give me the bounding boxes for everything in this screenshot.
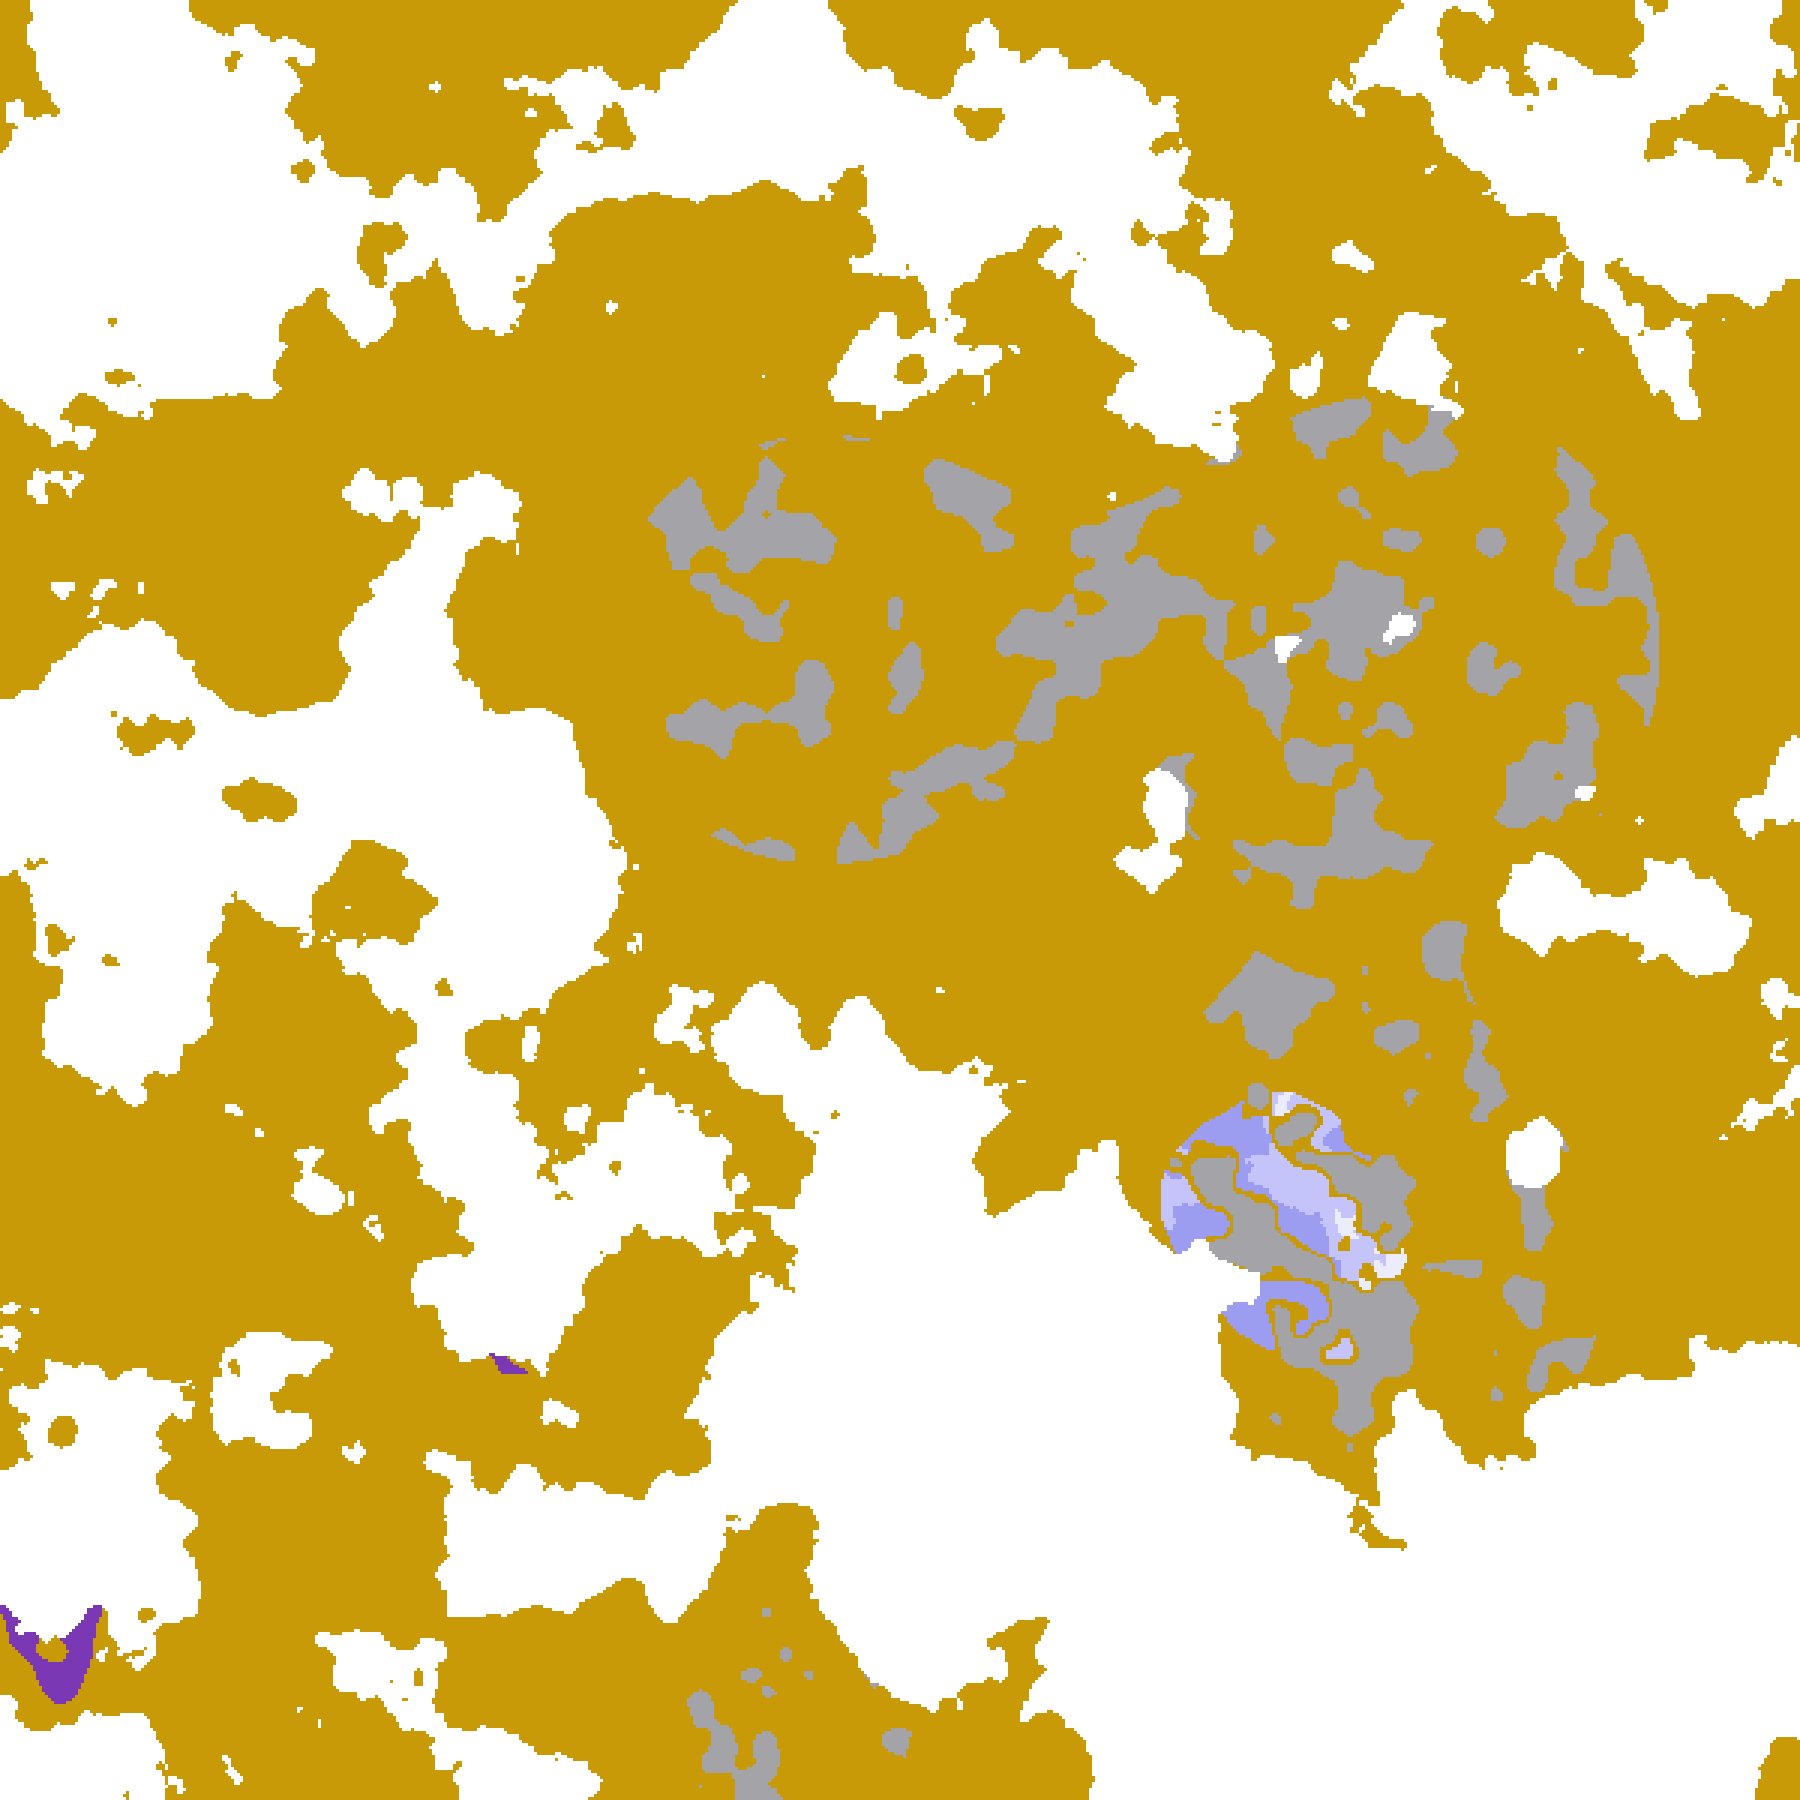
satellite-image	[0, 0, 1800, 1800]
